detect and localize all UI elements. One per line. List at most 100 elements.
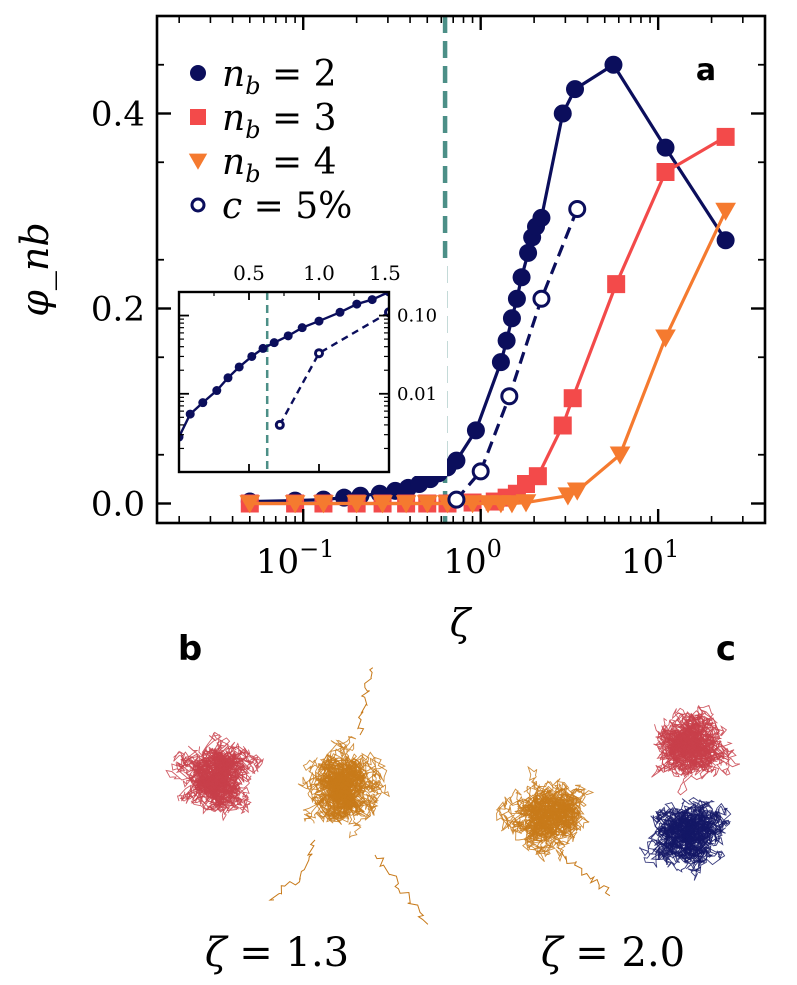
polymer-strand [530,789,574,828]
data-point [656,138,675,157]
data-point [715,202,736,221]
polymer-strand [179,778,243,822]
y-tick-label: 0.4 [91,95,145,135]
polymer-red [165,731,264,822]
polymer-strand [320,756,371,796]
polymer-strand [683,712,725,778]
inset-series-line [179,292,389,438]
legend-marker [190,65,206,81]
polymer-strand [206,746,239,786]
data-point [716,127,735,146]
inset-series-line [278,311,389,426]
x-tick-base: 10 [256,542,299,582]
x-tick-exp: −1 [299,535,334,563]
polymer-strand [563,783,587,813]
inset-y-tick-label: 0.01 [397,384,437,405]
panel-label-b: b [178,629,202,669]
panel-a-chart: 0.00.20.410−1 100 101 φ_nb ζ a nb = 2nb = … [13,14,767,645]
polymer-strand [313,753,362,807]
data-point [497,331,516,350]
legend-rhs: = 4 [261,142,337,183]
series-2 [239,202,736,514]
caption-c: ζ = 2.0 [541,930,685,976]
x-tick-base: 10 [621,542,664,582]
data-point [346,495,367,514]
polymer-strand [655,823,700,859]
inset-data-point [283,331,293,341]
data-point [284,495,306,514]
legend-marker [188,153,208,170]
polymer-tail [268,839,316,901]
data-point [607,275,626,294]
inset-data-point [198,398,208,408]
panel-b-polymer-image: b ζ = 1.3 [165,629,429,976]
polymer-strand [503,786,545,835]
data-point [716,231,735,250]
panel-c-polymer-image: c ζ = 2.0 [495,629,741,976]
polymer-red [651,704,741,796]
inset-chart: 0.5 1.0 1.5 0.01 0.10 [175,261,447,476]
legend-label: c = 5% [222,186,352,227]
data-point [462,495,483,514]
polymer-conformation-c [495,704,741,897]
legend-label: nb = 2 [222,54,337,100]
panel-label-c: c [716,629,736,669]
legend-item: nb = 3 [190,98,337,144]
inset-data-point [274,419,285,430]
inset-x-tick-label: 0.5 [233,261,265,285]
polymer-orange [495,765,595,863]
polymer-navy [638,796,732,881]
legend-rhs: = 2 [261,54,337,95]
polymer-conformation-b [165,667,429,925]
data-point [395,495,417,514]
data-point [372,495,393,514]
axis-ticks: 0.00.20.410−1 100 101 [91,16,765,582]
legend-sub: b [245,116,260,144]
legend-item: c = 5% [190,186,352,227]
x-tick-exp: 0 [487,535,502,563]
x-tick-label: 100 [443,535,502,582]
legend-label: nb = 4 [222,142,337,188]
panel-label-a: a [696,53,716,88]
polymer-strand [690,741,737,781]
data-point [515,494,537,513]
legend-item: nb = 2 [190,54,337,100]
inset-data-point [297,323,307,333]
data-point [466,421,485,440]
x-tick-label: 101 [621,535,680,582]
inset-data-point [234,362,244,372]
data-point [528,467,547,486]
legend-marker [190,109,206,125]
x-axis-label: ζ [450,601,473,645]
caption-value: = 2.0 [563,930,686,976]
polymer-tail [559,849,611,897]
data-point [566,482,588,501]
caption-value: = 1.3 [227,930,350,976]
legend-marker [190,197,206,213]
polymer-strand [319,735,370,782]
polymer-strand [326,764,362,825]
legend-sub: b [245,72,260,100]
data-point [491,353,510,372]
polymer-strand [512,791,558,843]
inset-axis-ticks: 0.5 1.0 1.5 0.01 0.10 [179,261,437,472]
polymer-strand [687,804,724,835]
polymer-tail [374,854,429,925]
legend-label: nb = 3 [222,98,337,144]
caption-b: ζ = 1.3 [205,930,349,976]
polymer-strand [546,802,575,863]
data-point [563,389,582,408]
polymer-strand [647,811,690,848]
data-point [568,200,587,219]
inset-data-point [335,307,345,317]
inset-data-point [314,348,324,359]
polymer-orange [297,735,390,839]
data-point [500,387,519,406]
data-point [519,243,538,262]
data-point [239,495,261,514]
data-point [604,55,623,74]
inset-data-point [185,409,195,419]
data-point [655,329,676,348]
inset-y-tick-label: 0.10 [397,306,437,327]
inset-data-point [247,351,257,361]
